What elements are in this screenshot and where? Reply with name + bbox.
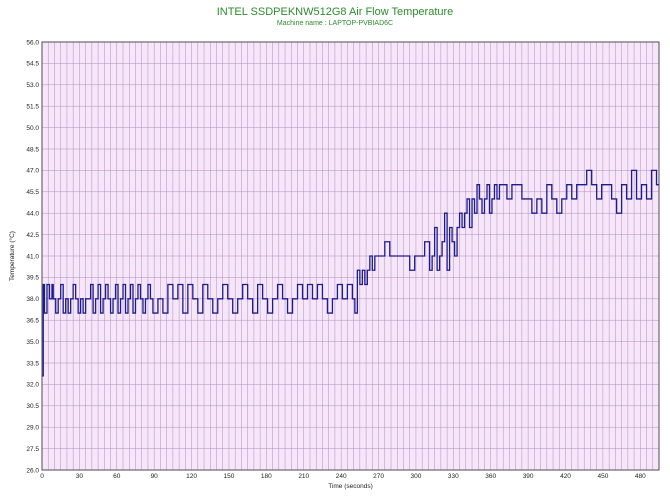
y-tick-label: 42.5 [26, 232, 39, 239]
x-tick-label: 30 [76, 473, 84, 480]
chart-subtitle: Machine name : LAPTOP-PVBIAD6C [276, 20, 394, 27]
chart-title: INTEL SSDPEKNW512G8 Air Flow Temperature [216, 6, 454, 18]
y-tick-label: 41.0 [26, 253, 39, 260]
x-tick-label: 330 [448, 473, 459, 480]
y-tick-label: 26.0 [26, 467, 39, 474]
tick-labels: 26.0 27.5 29.0 30.5 32.0 33.5 35.0 36.5 38.0 39.5… [26, 39, 646, 480]
y-axis-label: Temperature (°C) [8, 231, 16, 281]
y-tick-label: 33.5 [26, 360, 39, 367]
y-tick-label: 47.0 [26, 168, 39, 175]
x-tick-label: 150 [224, 473, 235, 480]
y-tick-label: 53.0 [26, 82, 39, 89]
x-axis-label: Time (seconds) [328, 483, 373, 490]
y-tick-label: 29.0 [26, 425, 39, 432]
y-tick-label: 54.5 [26, 61, 39, 68]
y-tick-label: 48.5 [26, 146, 39, 153]
x-tick-label: 240 [336, 473, 347, 480]
y-tick-label: 45.5 [26, 189, 39, 196]
x-tick-label: 300 [411, 473, 422, 480]
y-tick-label: 44.0 [26, 211, 39, 218]
x-tick-label: 180 [261, 473, 272, 480]
y-tick-label: 32.0 [26, 382, 39, 389]
temperature-series-line [42, 169, 659, 377]
y-tick-label: 38.0 [26, 296, 39, 303]
x-tick-label: 210 [298, 473, 309, 480]
y-tick-label: 36.5 [26, 318, 39, 325]
y-tick-label: 39.5 [26, 275, 39, 282]
x-tick-label: 450 [597, 473, 608, 480]
x-tick-label: 270 [373, 473, 384, 480]
y-tick-label: 50.0 [26, 125, 39, 132]
x-tick-label: 120 [186, 473, 197, 480]
y-tick-label: 56.0 [26, 39, 39, 46]
x-tick-label: 480 [635, 473, 646, 480]
x-tick-label: 390 [523, 473, 534, 480]
plot-border [41, 41, 660, 471]
y-tick-label: 51.5 [26, 104, 39, 111]
x-tick-label: 0 [40, 473, 44, 480]
x-tick-label: 90 [151, 473, 159, 480]
grid-lines [42, 42, 659, 470]
y-tick-label: 30.5 [26, 403, 39, 410]
x-tick-label: 420 [560, 473, 571, 480]
x-tick-label: 360 [485, 473, 496, 480]
y-tick-label: 35.0 [26, 339, 39, 346]
y-tick-label: 27.5 [26, 446, 39, 453]
x-tick-label: 60 [113, 473, 121, 480]
